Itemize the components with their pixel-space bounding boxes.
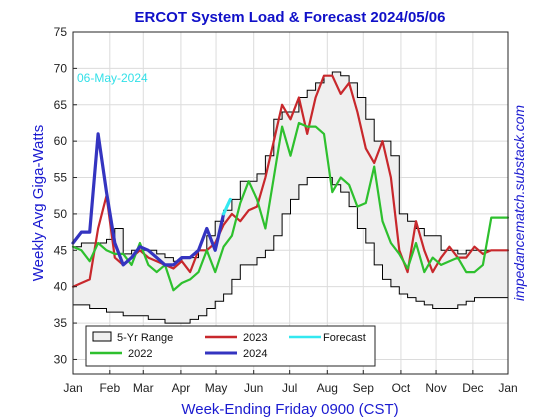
legend-label-2022: 2022 xyxy=(128,348,152,360)
legend: 5-Yr Range 2023 Forecast 2022 2024 xyxy=(85,325,376,367)
x-tick-label: Feb xyxy=(99,381,120,395)
legend-box xyxy=(85,325,376,367)
legend-label-range: 5-Yr Range xyxy=(117,332,173,344)
y-tick-label: 55 xyxy=(54,171,68,185)
date-annotation: 06-May-2024 xyxy=(77,71,148,85)
x-tick-label: Apr xyxy=(172,381,191,395)
plot-frame xyxy=(72,31,509,375)
x-tick-label: Nov xyxy=(425,381,446,395)
y-tick-label: 75 xyxy=(54,25,68,39)
x-tick-label: Sep xyxy=(353,381,375,395)
y-tick-label: 30 xyxy=(54,352,68,366)
x-tick-label: Aug xyxy=(317,381,338,395)
x-axis-label: Week-Ending Friday 0900 (CST) xyxy=(181,401,398,418)
legend-swatch-range xyxy=(92,331,112,342)
x-tick-label: Jan xyxy=(63,381,82,395)
y-axis-ticks: 30 35 40 45 50 55 60 65 70 75 xyxy=(54,25,77,366)
x-tick-label: Dec xyxy=(462,381,483,395)
y-tick-label: 45 xyxy=(54,243,68,257)
chart-title: ERCOT System Load & Forecast 2024/05/06 xyxy=(135,9,446,26)
y-tick-label: 40 xyxy=(54,280,68,294)
x-tick-label: Jul xyxy=(282,381,297,395)
y-tick-label: 50 xyxy=(54,207,68,221)
source-note: impedancematch.substack.com xyxy=(511,105,527,301)
y-tick-label: 65 xyxy=(54,98,68,112)
x-tick-label: Jan xyxy=(498,381,517,395)
series-line-2024 xyxy=(71,132,226,267)
x-tick-label: May xyxy=(205,381,228,395)
series-layer xyxy=(71,74,510,292)
y-tick-label: 35 xyxy=(54,316,68,330)
x-tick-label: Oct xyxy=(392,381,411,395)
x-tick-label: Mar xyxy=(133,381,154,395)
y-axis-label: Weekly Avg Giga-Watts xyxy=(30,125,47,281)
legend-label-forecast: Forecast xyxy=(323,332,366,344)
y-tick-label: 70 xyxy=(54,61,68,75)
legend-label-2024: 2024 xyxy=(243,348,267,360)
y-tick-label: 60 xyxy=(54,134,68,148)
series-line-2022 xyxy=(71,121,510,292)
legend-label-2023: 2023 xyxy=(243,332,267,344)
x-axis-ticks: Jan Feb Mar Apr May Jun Jul Aug Sep Oct Nov Dec Jan xyxy=(63,370,518,395)
series-line-forecast xyxy=(222,197,232,216)
x-tick-label: Jun xyxy=(244,381,263,395)
